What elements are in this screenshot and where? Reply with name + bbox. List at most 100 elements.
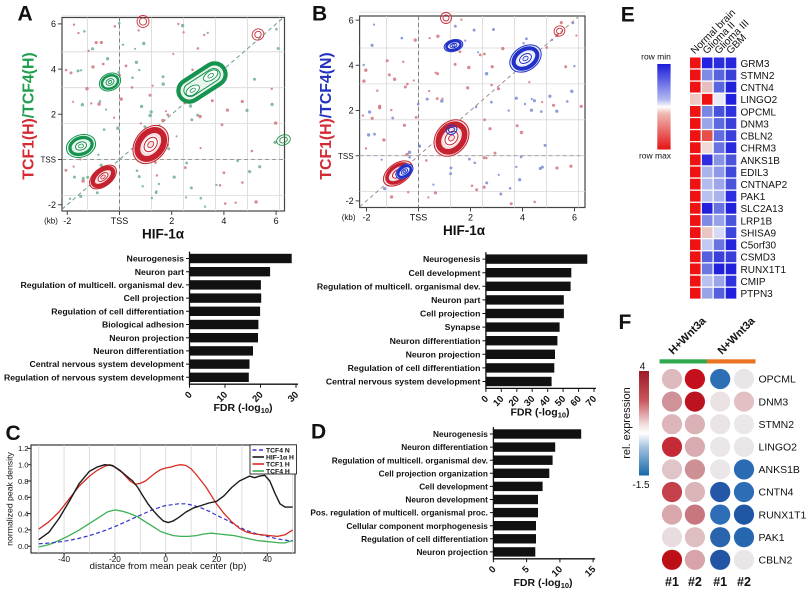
svg-text:STMN2: STMN2 — [759, 419, 795, 431]
svg-text:DNM3: DNM3 — [741, 119, 770, 130]
svg-text:6: 6 — [349, 15, 354, 25]
svg-text:Synapse: Synapse — [445, 322, 481, 332]
svg-text:Cell projection: Cell projection — [420, 309, 480, 319]
svg-text:Regulation of cell differentia: Regulation of cell differentiation — [51, 306, 184, 316]
svg-text:DNM3: DNM3 — [759, 396, 789, 408]
svg-text:0: 0 — [487, 564, 499, 576]
svg-text:HIF-1α H: HIF-1α H — [266, 455, 294, 462]
svg-text:PAK1: PAK1 — [759, 532, 785, 544]
svg-text:TSS: TSS — [338, 152, 354, 161]
svg-text:TCF1(H)/TCF4(H): TCF1(H)/TCF4(H) — [21, 52, 38, 179]
svg-text:row min: row min — [641, 52, 671, 62]
svg-text:LRP1B: LRP1B — [741, 216, 773, 227]
svg-text:FDR (-log10): FDR (-log10) — [510, 406, 569, 419]
svg-text:0.4: 0.4 — [18, 509, 29, 518]
svg-text:Regulation of cell differentia: Regulation of cell differentiation — [348, 363, 481, 373]
svg-text:PTPN3: PTPN3 — [741, 289, 774, 300]
svg-text:OPCML: OPCML — [741, 107, 777, 118]
svg-text:Neuron projection: Neuron projection — [416, 547, 487, 557]
svg-text:HIF-1α: HIF-1α — [443, 223, 486, 238]
svg-text:2: 2 — [349, 106, 354, 116]
svg-text:4: 4 — [51, 64, 56, 74]
svg-text:Neuron projection: Neuron projection — [109, 333, 184, 343]
svg-text:Neurogenesis: Neurogenesis — [423, 254, 481, 264]
svg-text:-1.5: -1.5 — [632, 480, 650, 491]
svg-text:Neuron differentiation: Neuron differentiation — [93, 346, 184, 356]
svg-text:LINGO2: LINGO2 — [759, 442, 798, 454]
svg-text:Central nervous system develop: Central nervous system development — [30, 359, 185, 369]
svg-text:A: A — [18, 3, 33, 26]
svg-text:Regulation of multicell. organ: Regulation of multicell. organismal dev. — [21, 280, 184, 290]
svg-text:FDR (-log10): FDR (-log10) — [513, 577, 572, 590]
svg-text:40: 40 — [263, 555, 273, 564]
svg-text:4: 4 — [221, 216, 226, 226]
svg-text:TCF1(H)/TCF4(N): TCF1(H)/TCF4(N) — [318, 52, 335, 179]
svg-text:-40: -40 — [58, 555, 70, 564]
svg-text:CNTN4: CNTN4 — [759, 487, 794, 499]
svg-text:E: E — [621, 4, 635, 27]
svg-text:-2: -2 — [362, 213, 370, 223]
svg-text:Cell development: Cell development — [419, 482, 488, 492]
svg-text:TCF4 H: TCF4 H — [266, 469, 290, 476]
svg-text:Neuron part: Neuron part — [431, 295, 480, 305]
svg-text:B: B — [312, 3, 327, 26]
svg-text:rel. expression: rel. expression — [621, 387, 633, 459]
svg-text:RUNX1T1: RUNX1T1 — [759, 509, 807, 521]
svg-text:TSS: TSS — [111, 216, 129, 226]
svg-text:0: 0 — [163, 555, 168, 564]
svg-text:ANKS1B: ANKS1B — [759, 464, 800, 476]
svg-text:FDR (-log10): FDR (-log10) — [213, 402, 272, 415]
svg-text:0: 0 — [479, 394, 491, 406]
svg-text:normalized peak density: normalized peak density — [5, 452, 15, 546]
svg-text:Biological adhesion: Biological adhesion — [102, 320, 184, 330]
svg-text:LINGO2: LINGO2 — [741, 95, 778, 106]
svg-text:D: D — [311, 421, 326, 444]
svg-text:#1: #1 — [665, 575, 679, 589]
svg-text:-2: -2 — [346, 196, 354, 206]
svg-text:CHRM3: CHRM3 — [741, 144, 777, 155]
svg-text:Regulation of multicell. organ: Regulation of multicell. organismal dev. — [332, 455, 488, 465]
svg-text:row max: row max — [639, 151, 672, 161]
svg-text:distance from mean peak center: distance from mean peak center (bp) — [90, 561, 247, 572]
svg-text:6: 6 — [51, 19, 56, 29]
svg-text:SLC2A13: SLC2A13 — [741, 204, 784, 215]
svg-text:6: 6 — [274, 216, 279, 226]
svg-text:GRM3: GRM3 — [741, 59, 770, 70]
svg-text:EDIL3: EDIL3 — [741, 168, 769, 179]
svg-text:Neuron development: Neuron development — [405, 495, 488, 505]
svg-text:OPCML: OPCML — [759, 374, 797, 386]
svg-text:STMN2: STMN2 — [741, 71, 775, 82]
svg-text:-2: -2 — [48, 200, 56, 210]
svg-text:(kb): (kb) — [342, 213, 356, 222]
svg-text:Regulation of nervous system d: Regulation of nervous system development — [4, 372, 184, 382]
svg-text:#2: #2 — [688, 575, 702, 589]
svg-text:0: 0 — [183, 390, 195, 402]
svg-text:F: F — [619, 311, 632, 334]
svg-text:6: 6 — [572, 213, 577, 223]
svg-text:TSS: TSS — [40, 156, 56, 165]
svg-text:Neuron differentiation: Neuron differentiation — [390, 336, 481, 346]
svg-text:#1: #1 — [713, 575, 727, 589]
svg-text:CBLN2: CBLN2 — [741, 132, 774, 143]
svg-text:Cell projection: Cell projection — [124, 293, 184, 303]
svg-text:CNTN4: CNTN4 — [741, 83, 775, 94]
svg-text:CSMD3: CSMD3 — [741, 253, 776, 264]
svg-text:2: 2 — [468, 213, 473, 223]
svg-text:CMIP: CMIP — [741, 277, 766, 288]
svg-text:CBLN2: CBLN2 — [759, 555, 793, 567]
svg-text:Neuron differentiation: Neuron differentiation — [401, 442, 488, 452]
svg-text:C5orf30: C5orf30 — [741, 241, 777, 252]
svg-text:Neurogenesis: Neurogenesis — [433, 429, 488, 439]
svg-text:ANKS1B: ANKS1B — [741, 156, 781, 167]
svg-text:C: C — [6, 422, 21, 445]
svg-text:Cell projection organization: Cell projection organization — [379, 468, 488, 478]
svg-text:20: 20 — [212, 555, 222, 564]
svg-text:0.2: 0.2 — [18, 526, 29, 535]
svg-text:4: 4 — [520, 213, 525, 223]
svg-text:0.6: 0.6 — [18, 493, 29, 502]
svg-text:TCF4 N: TCF4 N — [266, 448, 290, 455]
svg-text:1.0: 1.0 — [18, 461, 29, 470]
svg-text:-20: -20 — [109, 555, 121, 564]
svg-text:Regulation of multicell. organ: Regulation of multicell. organismal dev. — [317, 281, 480, 291]
svg-text:#2: #2 — [737, 575, 751, 589]
